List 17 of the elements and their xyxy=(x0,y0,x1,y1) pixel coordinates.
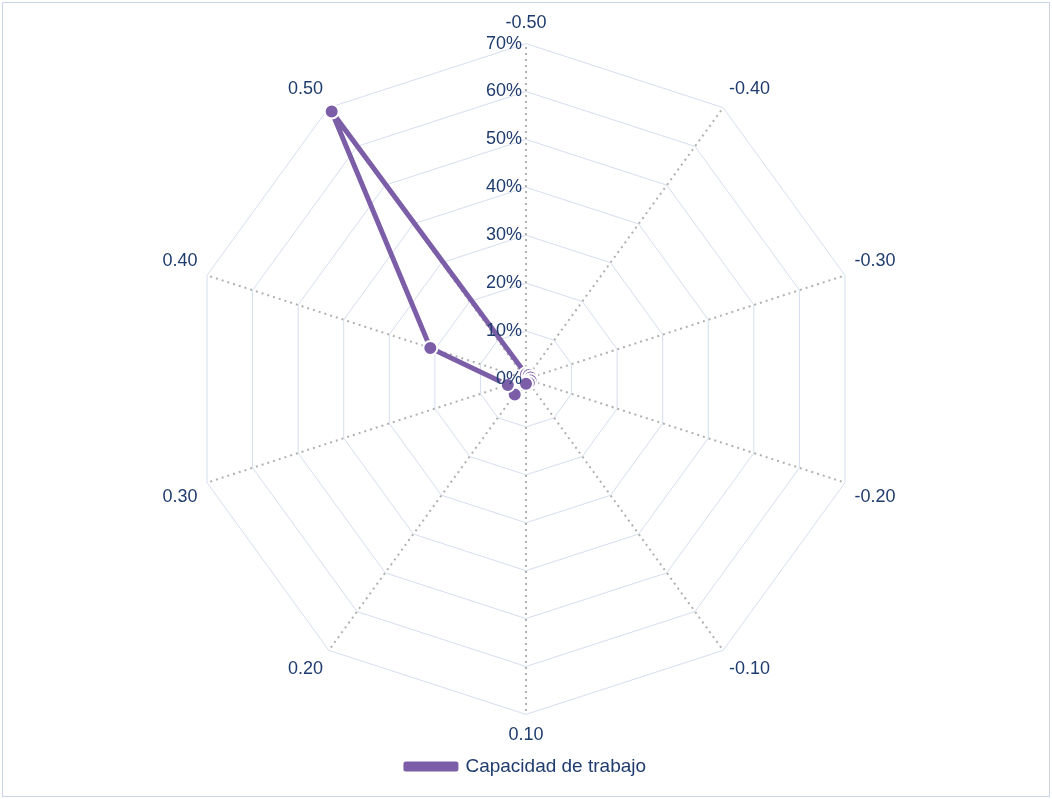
y-tick-label: 40% xyxy=(485,176,522,197)
y-tick-label: 50% xyxy=(485,128,522,149)
spoke-label: -0.30 xyxy=(854,250,896,271)
spoke-label: 0.50 xyxy=(287,77,323,98)
y-tick-label: 70% xyxy=(485,32,522,53)
spoke-label: -0.50 xyxy=(505,11,547,32)
spoke-label: -0.20 xyxy=(854,485,896,506)
spoke-label: 0.20 xyxy=(287,658,323,679)
y-tick-label: 30% xyxy=(485,224,522,245)
spoke-label: 0.40 xyxy=(162,250,198,271)
spoke-label: 0.30 xyxy=(162,485,198,506)
spoke-label: -0.40 xyxy=(729,77,771,98)
y-tick-label: 20% xyxy=(485,272,522,293)
spoke-label: -0.10 xyxy=(729,658,771,679)
y-tick-label: 60% xyxy=(485,80,522,101)
spoke-label: 0.10 xyxy=(508,724,544,745)
legend-label: Capacidad de trabajo xyxy=(465,754,647,776)
